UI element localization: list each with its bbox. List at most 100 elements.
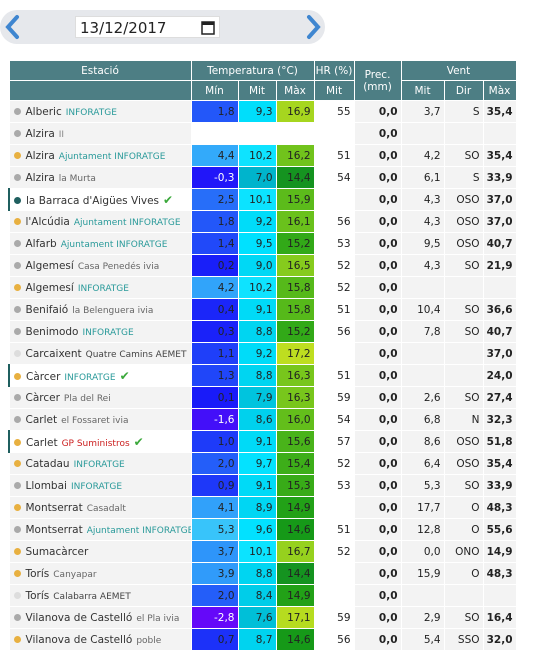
prev-day[interactable] — [2, 13, 24, 41]
wind-cell: 0,0 — [400, 540, 445, 563]
wind-cell — [482, 276, 517, 299]
date-input[interactable]: 13/12/2017 — [75, 16, 220, 38]
station-name: Torís — [25, 567, 50, 580]
station-cell: Alzira la Murta — [8, 166, 192, 189]
wind-cell: 21,9 — [482, 254, 517, 277]
humidity-cell — [313, 584, 355, 607]
subcolumn-header: Màx — [275, 80, 315, 101]
precipitation-cell: 0,0 — [353, 298, 402, 321]
station-name: Alzira — [25, 127, 55, 140]
wind-cell: 15,9 — [400, 562, 445, 585]
humidity-cell — [313, 562, 355, 585]
station-cell: Benimodo INFORATGE — [8, 320, 192, 343]
temperature-cell: -1,6 — [190, 408, 239, 431]
calendar-icon[interactable] — [201, 20, 215, 35]
precipitation-cell: 0,0 — [353, 364, 402, 387]
precipitation-cell: 0,0 — [353, 628, 402, 651]
station-name: Carlet — [26, 436, 58, 449]
station-cell: Llombai INFORATGE — [8, 474, 192, 497]
subcolumn-header: Mín — [190, 80, 239, 101]
station-source: Pla del Rei — [63, 393, 111, 404]
station-cell: Algemesí Casa Penedés ivia — [8, 254, 192, 277]
temperature-cell: 8,8 — [237, 364, 277, 387]
station-row: Sumacàrcer 3,7 10,1 16,7 52 0,0 0,0 ONO 14,9 — [8, 540, 517, 563]
station-source: INFORATGE — [77, 283, 129, 294]
temperature-cell: 0,9 — [190, 474, 239, 497]
check-icon: ✔ — [119, 368, 130, 383]
station-cell: Torís Calabarra AEMET — [8, 584, 192, 607]
temperature-cell: 9,1 — [237, 474, 277, 497]
wind-cell: 37,0 — [482, 342, 517, 365]
station-source: INFORATGE — [73, 459, 125, 470]
station-source: INFORATGE — [70, 481, 123, 492]
status-dot — [13, 284, 21, 291]
status-dot — [13, 152, 21, 159]
temperature-cell: 16,3 — [275, 364, 315, 387]
humidity-cell: 51 — [313, 144, 355, 167]
status-dot — [14, 439, 21, 446]
status-dot — [13, 262, 21, 269]
temperature-cell: 17,1 — [275, 606, 315, 629]
temperature-cell: 15,3 — [275, 474, 315, 497]
humidity-cell: 54 — [313, 166, 355, 189]
temperature-cell: 8,4 — [237, 584, 277, 607]
status-dot — [13, 592, 21, 599]
humidity-cell: 59 — [313, 386, 355, 409]
precipitation-cell: 0,0 — [353, 518, 402, 541]
station-cell: Carcaixent Quatre Camins AEMET — [8, 342, 192, 365]
wind-cell: 24,0 — [482, 364, 517, 387]
wind-cell: 48,3 — [482, 496, 517, 519]
wind-cell: SO — [443, 386, 484, 409]
humidity-cell — [313, 496, 355, 519]
status-dot — [13, 130, 21, 137]
station-cell: la Barraca d'Aigües Vives ✔ — [8, 188, 192, 211]
station-source: Ajuntament INFORATGE — [73, 217, 181, 228]
wind-cell: 4,3 — [400, 254, 445, 277]
wind-cell: 40,7 — [482, 320, 517, 343]
wind-cell: 2,9 — [400, 606, 445, 629]
station-source: Ajuntament INFORATGE — [86, 525, 191, 536]
status-dot — [13, 504, 21, 511]
temperature-cell: 4,2 — [190, 276, 239, 299]
wind-cell: 37,0 — [482, 210, 517, 233]
humidity-cell: 56 — [313, 320, 355, 343]
station-name: Alzira — [25, 171, 55, 184]
temperature-cell: 0,4 — [190, 298, 239, 321]
temperature-cell: 15,8 — [275, 298, 315, 321]
station-name: Algemesí — [25, 259, 74, 272]
station-row: Càrcer INFORATGE ✔ 1,3 8,8 16,3 51 0,0 24,0 — [8, 364, 517, 387]
wind-cell — [443, 584, 484, 607]
temperature-cell: 5,3 — [190, 518, 239, 541]
precipitation-header: Prec. (mm) — [353, 60, 402, 101]
station-row: Montserrat Casadalt 4,1 8,9 14,9 0,0 17,7 O 48,3 — [8, 496, 517, 519]
precipitation-cell: 0,0 — [353, 496, 402, 519]
station-name: Càrcer — [26, 370, 61, 383]
humidity-cell: 57 — [313, 430, 355, 453]
temperature-cell: 14,4 — [275, 166, 315, 189]
station-cell: Carlet GP Suministros ✔ — [8, 430, 192, 453]
status-dot — [13, 174, 21, 181]
temperature-cell: 10,2 — [237, 144, 277, 167]
station-cell: Montserrat Casadalt — [8, 496, 192, 519]
station-source: GP Suministros — [61, 438, 130, 449]
wind-cell: SO — [443, 320, 484, 343]
humidity-cell: 52 — [313, 540, 355, 563]
status-dot — [13, 394, 21, 401]
wind-cell — [443, 276, 484, 299]
temperature-cell: 15,6 — [275, 430, 315, 453]
subcolumn-header: Mit — [237, 80, 277, 101]
precipitation-cell: 0,0 — [353, 342, 402, 365]
wind-cell: 35,4 — [482, 144, 517, 167]
wind-cell — [443, 342, 484, 365]
wind-cell: 35,4 — [482, 452, 517, 475]
station-cell: Càrcer Pla del Rei — [8, 386, 192, 409]
station-row: Benifaió la Belenguera ivia 0,4 9,1 15,8 51 0,… — [8, 298, 517, 321]
station-row: Carcaixent Quatre Camins AEMET 1,1 9,2 17,2 0… — [8, 342, 517, 365]
check-icon: ✔ — [163, 192, 174, 207]
station-name: Benifaió — [25, 303, 69, 316]
wind-cell: 37,0 — [482, 188, 517, 211]
temperature-cell: 9,6 — [237, 518, 277, 541]
wind-cell: O — [443, 562, 484, 585]
status-dot — [13, 350, 21, 357]
next-day[interactable] — [302, 13, 324, 41]
